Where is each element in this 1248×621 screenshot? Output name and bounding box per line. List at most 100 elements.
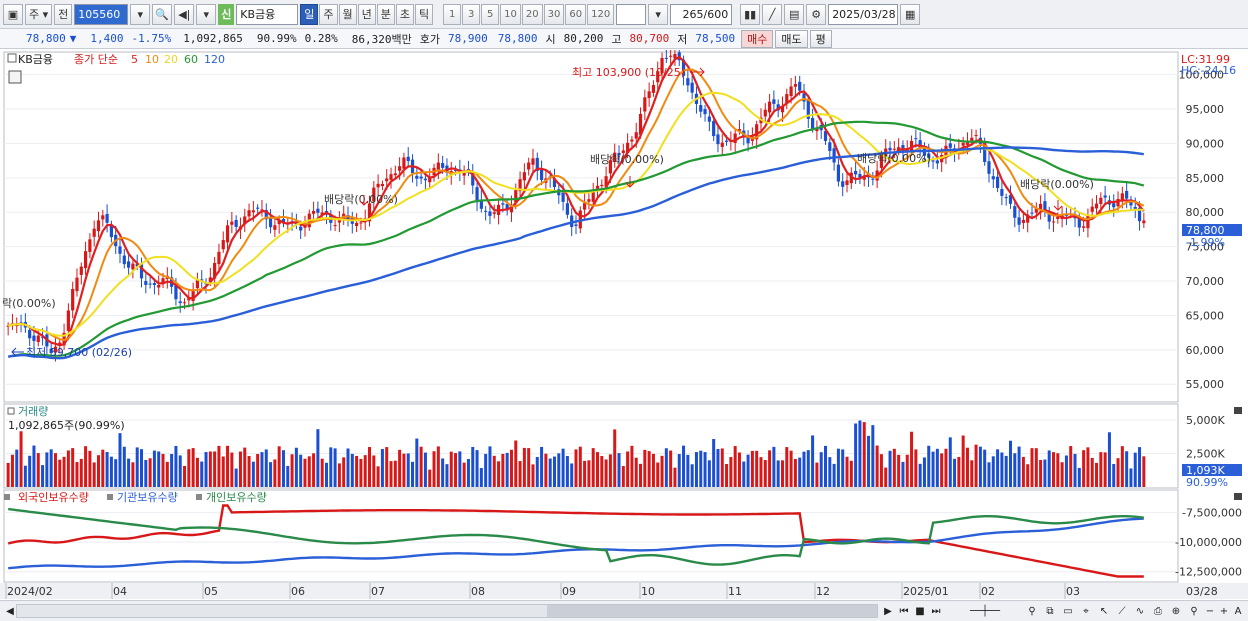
volume-bar [174,445,178,487]
wave-icon[interactable]: ∿ [1135,605,1145,617]
cursor-icon[interactable]: ↖ [1099,605,1109,617]
interval-button[interactable]: 120 [587,3,615,25]
interval-button[interactable]: 1 [443,3,462,25]
calculator-icon[interactable] [8,70,22,84]
ma20-line [7,91,1144,337]
volume-bar [303,458,307,487]
volume-bar [561,448,565,487]
sell-button[interactable]: 매도 [775,29,808,48]
period-button[interactable]: 년 [357,3,376,25]
volume-bar [798,457,802,487]
volume-bar [333,448,337,487]
candle-body [182,302,187,304]
chart-svg[interactable]: 100,000 95,000 90,000 85,000 80,000 75,000 70,… [0,42,1248,600]
date-field[interactable]: 2025/03/28 [828,3,899,25]
volume-bar [931,451,935,487]
candle-body [105,213,109,223]
interval-dropdown-icon[interactable]: ▾ [648,3,669,25]
interval-button[interactable]: 10 [500,3,521,25]
volume-bar [940,453,944,487]
stop-icon[interactable]: ■ [915,605,925,617]
line-tool-icon[interactable]: ⟋ [1118,605,1126,617]
candle-body [402,157,406,169]
gear-icon[interactable]: ⚙ [806,3,827,25]
stock-name-field[interactable]: KB금융 [236,3,299,25]
camera-icon[interactable]: ⎙ [1154,605,1162,617]
sound-dropdown-icon[interactable]: ▾ [196,3,217,25]
search-icon[interactable]: ⚲ [1028,605,1036,617]
candle-body [1013,206,1017,218]
volume-bar [617,453,621,487]
scroll-thumb[interactable] [547,605,877,617]
crosshair-icon[interactable]: ⌖ [1083,605,1089,617]
stock-code-input[interactable]: 105560 [74,3,129,25]
volume-bar [238,451,242,487]
price-y-tick: 65,000 [1186,309,1225,322]
interval-button[interactable]: 20 [521,3,543,25]
code-dropdown-icon[interactable]: ▾ [130,3,151,25]
zoom-in-icon[interactable]: ⊕ [1171,605,1181,617]
save-icon[interactable]: ▤ [784,3,805,25]
scroll-start-icon[interactable]: ⏮ [899,605,909,617]
holdings-panel-close-icon[interactable] [1234,493,1242,500]
candle-body [1090,206,1094,212]
scroll-right-icon[interactable]: ▶ [884,605,892,617]
indicator-icon[interactable]: ▮▮ [740,3,761,25]
bid-price-1[interactable]: 78,900 [447,32,488,45]
chart-type-select[interactable]: 주 ▾ [25,3,53,25]
volume-bar [583,460,587,487]
period-button[interactable]: 틱 [415,3,434,25]
volume-bar [105,452,109,487]
interval-button[interactable]: 5 [481,3,500,25]
period-button[interactable]: 분 [376,3,395,25]
volume-bar [213,451,217,487]
window-icon[interactable]: ▭ [1063,605,1073,617]
prev-button[interactable]: 전 [54,3,73,25]
price-panel[interactable] [3,51,1179,403]
candle-body [815,127,819,132]
period-button[interactable]: 주 [319,3,338,25]
scroll-end-icon[interactable]: ⏭ [931,605,941,617]
evaluation-button[interactable]: 평 [809,29,832,48]
period-button[interactable]: 일 [300,3,319,25]
candle-body [96,220,101,232]
interval-custom-field[interactable] [616,3,647,25]
volume-bar [234,468,238,487]
pin-icon[interactable]: ⚲ [1190,605,1198,617]
sound-icon[interactable]: ◀| [174,3,195,25]
dividend-arrow-icon [1053,200,1063,211]
volume-bar [372,455,376,487]
candle-body [539,169,544,181]
period-button[interactable]: 월 [338,3,357,25]
candle-body [88,239,92,252]
volume-bar [471,446,475,487]
zoom-plus-icon[interactable]: + [1219,605,1229,617]
copy-icon[interactable]: ⧉ [1046,605,1054,617]
drawing-tool-icon[interactable]: ╱ [762,3,783,25]
scroll-left-icon[interactable]: ◀ [6,605,14,617]
zoom-slider[interactable]: ──┼── [969,605,1001,617]
font-size-icon[interactable]: A [1234,605,1242,617]
interval-button[interactable]: 3 [462,3,481,25]
interval-button[interactable]: 60 [565,3,587,25]
buy-button[interactable]: 매수 [741,29,774,48]
search-icon[interactable]: 🔍 [152,3,173,25]
candle-body [630,139,634,142]
layout-icon[interactable]: ▣ [3,3,23,25]
volume-panel-close-icon[interactable] [1234,407,1242,414]
holdings-panel[interactable] [3,489,1179,583]
candle-body [1043,201,1047,212]
x-axis-bar [0,583,1248,599]
period-button[interactable]: 초 [395,3,415,25]
interval-button[interactable]: 30 [543,3,565,25]
calendar-icon[interactable]: ▦ [900,3,921,25]
volume-bar [458,451,462,487]
candle-body [75,277,79,292]
zoom-out-icon[interactable]: − [1205,605,1215,617]
candle-count-field[interactable]: 265/600 [670,3,733,25]
scroll-track[interactable] [16,604,878,618]
bid-price-2[interactable]: 78,800 [497,32,538,45]
chart-area[interactable]: 100,000 95,000 90,000 85,000 80,000 75,000 70,… [0,42,1248,621]
volume-panel[interactable] [3,403,1179,489]
volume-bar [10,454,14,487]
